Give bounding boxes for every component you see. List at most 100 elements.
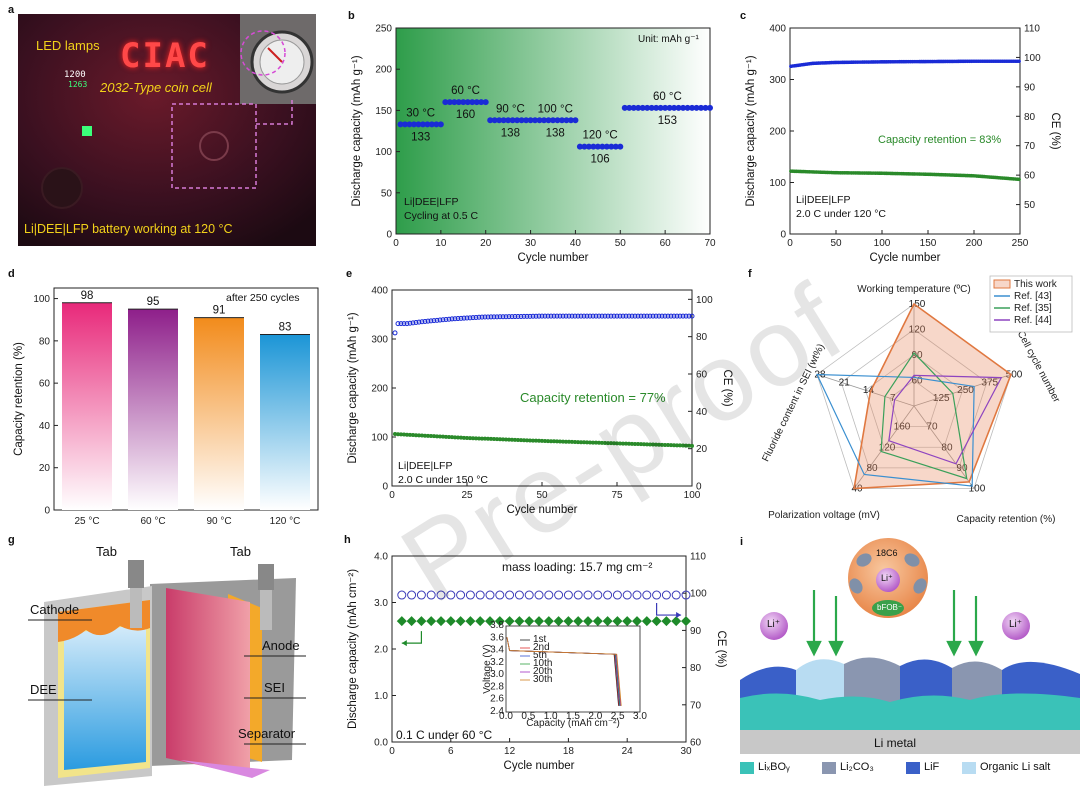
ce-point [395,321,401,327]
y2-tick-label: 90 [690,626,702,637]
radar-axis [913,405,975,489]
data-point [464,99,471,106]
x-tick-label: 25 [461,490,473,501]
data-point [558,117,565,124]
data-point [401,121,408,128]
ce-point [566,313,572,319]
y2-tick-label: 110 [1024,24,1040,35]
panel-label-i: i [740,536,744,548]
separator-layer [166,588,250,776]
tab-left-icon [128,560,144,588]
y-tick-label: 60 [39,379,51,390]
ce-point [443,316,449,322]
ce-point [446,590,456,600]
capacity-point [594,440,598,445]
li-ion-center [876,568,900,592]
data-point [482,99,489,106]
ce-point [632,313,638,319]
panel-f: f 60901201501252503755007080901001601208… [744,264,1080,532]
capacity-point [666,443,670,448]
ce-point [428,318,434,324]
capacity-point [450,435,454,440]
capacity-point [408,432,412,437]
ce-point [416,319,422,325]
x-tick-label: 0 [787,238,793,249]
capacity-point [597,440,601,445]
ce-point [680,313,686,319]
ce-point [686,313,692,319]
y-tick-label: 0.0 [374,738,388,749]
capacity-point [447,435,451,439]
capacity-point [406,616,417,627]
y2-tick-label: 100 [1024,53,1041,64]
radar-tick-label: 21 [839,377,851,388]
legend-box [989,275,1073,333]
y-tick-label: 4.0 [374,552,388,563]
radar-tick-label: 150 [909,299,926,310]
data-point [680,104,687,111]
capacity-point [636,442,640,447]
ce-point [656,313,662,319]
capacity-point [426,433,430,438]
photo-caption: Li|DEE|LFP battery working at 120 °C [24,222,233,236]
inset-y-axis-label: Voltage (V) [482,644,493,693]
capacity-point [455,616,466,627]
capacity-point [681,443,685,448]
ce-point [505,590,515,600]
retention-note-c: Capacity retention = 83% [878,134,1002,146]
ce-point [536,313,542,319]
info-line-1: Li|DEE|LFP [796,194,851,206]
ce-point [629,313,635,319]
cycles-note: after 250 cycles [226,292,300,304]
y2-tick-label: 70 [690,700,702,711]
inset-legend-entry: 2nd [533,642,550,653]
data-point [491,117,498,124]
radar-axis [913,374,1012,407]
ce-point [681,590,691,600]
ce-point [665,313,671,319]
radar-tick-label: 14 [863,385,875,396]
radar-tick-label: 70 [926,422,938,433]
ce-point [617,313,623,319]
y-tick-label: 0 [386,230,392,241]
legend-entry: Ref. [35] [1014,303,1052,314]
ce-point [683,313,689,319]
radar-axis-name: Cell cycle number [1015,329,1062,405]
data-point [433,121,440,128]
ce-point [392,330,398,336]
photo-a [18,14,316,246]
capacity-point [564,439,568,444]
capacity-point [522,438,526,443]
x-category-label: 60 °C [140,516,165,527]
y2-tick-label: 100 [696,295,713,306]
sei-schematic [740,538,1080,774]
capacity-point [456,435,460,440]
data-point [419,121,426,128]
capacity-point [591,440,595,445]
capacity-point [552,439,556,444]
radar-tick-label: 7 [890,393,896,404]
data-point [702,104,709,111]
capacity-point [528,438,532,443]
data-point [635,104,642,111]
x-category-label: 120 °C [270,516,301,527]
ce-point [524,313,530,319]
legend-entry: Ref. [44] [1014,315,1052,326]
ce-point [662,313,668,319]
capacity-point [396,616,407,627]
data-point [612,143,619,150]
ce-point [416,590,426,600]
y2-tick-label: 110 [690,552,706,563]
data-point [514,117,521,124]
x-tick-label: 6 [448,746,454,757]
capacity-point [423,433,427,438]
separator-label: Separator [238,726,296,741]
capacity-point [540,438,544,443]
inset-x-tick-label: 0.5 [521,711,535,722]
panel-label-e: e [346,268,353,280]
ce-point [485,314,491,320]
inset-x-axis-label: Capacity (mAh cm⁻²) [526,718,620,729]
chart-h: 0 6 12 18 24 30 0.0 1.0 2.0 3.0 4.0 Cycle number Dis… [347,552,727,773]
capacity-point [480,436,484,441]
data-point [590,143,597,150]
